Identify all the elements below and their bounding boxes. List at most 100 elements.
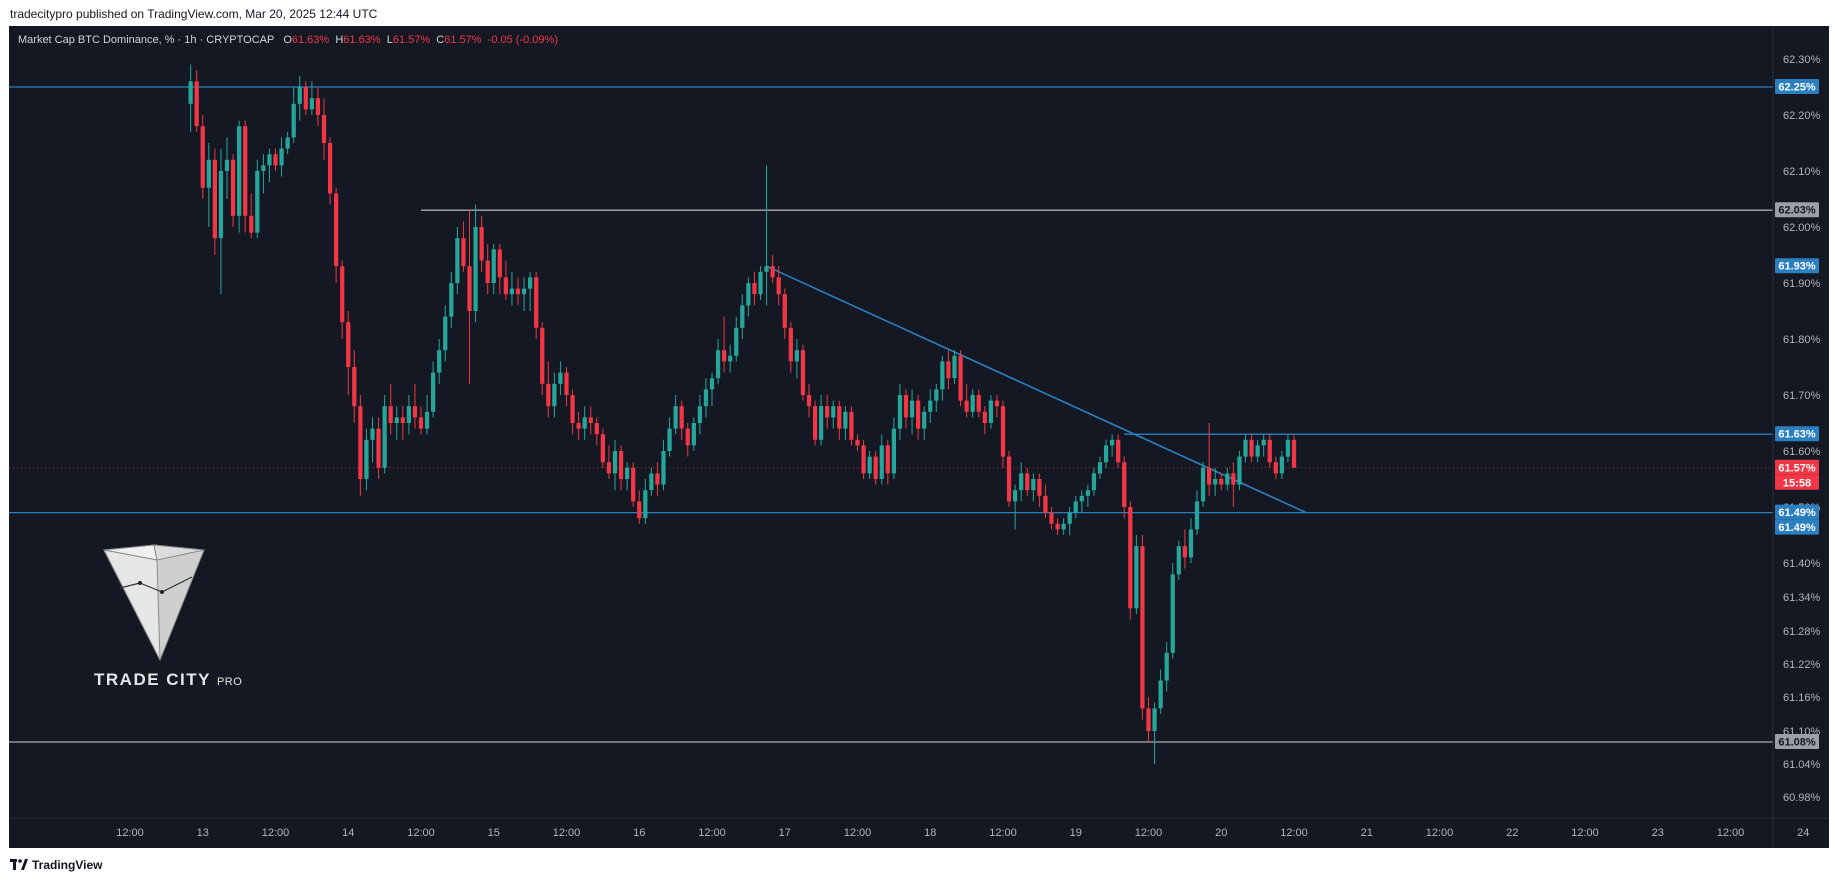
candle-body[interactable] xyxy=(1116,439,1121,463)
candle-body[interactable] xyxy=(703,389,709,407)
candle-body[interactable] xyxy=(1085,490,1090,496)
candle-body[interactable] xyxy=(1134,546,1139,609)
candle-body[interactable] xyxy=(503,277,508,295)
candle-body[interactable] xyxy=(1103,445,1109,463)
candle-body[interactable] xyxy=(321,115,327,143)
candle-body[interactable] xyxy=(491,249,496,283)
candle-body[interactable] xyxy=(1006,456,1012,502)
candle-body[interactable] xyxy=(606,462,612,474)
candle-body[interactable] xyxy=(831,406,836,418)
candle-body[interactable] xyxy=(261,165,266,171)
candle-body[interactable] xyxy=(1055,523,1060,530)
candle-body[interactable] xyxy=(1122,462,1127,507)
candle-body[interactable] xyxy=(1279,456,1284,474)
candle-body[interactable] xyxy=(679,406,684,429)
candle-body[interactable] xyxy=(843,411,848,429)
candle-body[interactable] xyxy=(509,288,515,295)
candle-body[interactable] xyxy=(406,406,411,423)
candle-body[interactable] xyxy=(364,439,369,479)
candle-body[interactable] xyxy=(1079,495,1084,502)
candle-body[interactable] xyxy=(764,266,769,272)
candle-body[interactable] xyxy=(988,400,993,423)
candle-body[interactable] xyxy=(370,428,375,440)
candle-body[interactable] xyxy=(594,423,599,435)
candle-body[interactable] xyxy=(243,126,248,216)
candle-body[interactable] xyxy=(521,288,527,295)
candle-body[interactable] xyxy=(582,417,587,429)
candle-body[interactable] xyxy=(800,350,806,395)
candle-body[interactable] xyxy=(1158,680,1163,709)
candle-body[interactable] xyxy=(230,159,236,216)
candle-body[interactable] xyxy=(188,81,193,104)
candle-body[interactable] xyxy=(534,277,539,328)
candle-body[interactable] xyxy=(1285,439,1291,457)
candle-body[interactable] xyxy=(497,249,502,278)
candle-body[interactable] xyxy=(1273,462,1278,474)
symbol-title[interactable]: Market Cap BTC Dominance, % · 1h · CRYPT… xyxy=(18,34,275,46)
candle-body[interactable] xyxy=(1200,467,1206,502)
candle-body[interactable] xyxy=(564,372,569,395)
candle-body[interactable] xyxy=(1255,445,1260,457)
candle-body[interactable] xyxy=(1097,462,1103,474)
tradingview-brand[interactable]: TradingView xyxy=(10,858,102,872)
candle-body[interactable] xyxy=(994,400,1000,407)
trendline[interactable] xyxy=(766,265,1307,514)
candle-body[interactable] xyxy=(1164,653,1169,681)
candle-body[interactable] xyxy=(376,428,381,468)
candle-body[interactable] xyxy=(861,445,866,474)
candle-body[interactable] xyxy=(964,400,969,412)
candle-body[interactable] xyxy=(1073,501,1078,513)
candle-body[interactable] xyxy=(515,288,521,295)
candle-body[interactable] xyxy=(1037,479,1042,496)
candle-body[interactable] xyxy=(1049,512,1054,524)
candle-body[interactable] xyxy=(637,501,642,519)
candle-body[interactable] xyxy=(709,378,715,390)
candle-body[interactable] xyxy=(819,406,824,440)
candle-body[interactable] xyxy=(473,227,478,311)
candle-body[interactable] xyxy=(1237,456,1242,485)
chart-canvas[interactable]: 62.30% 62.20% 62.10% 62.00% 61.90% 61.80% 61.7… xyxy=(9,26,1829,848)
candle-body[interactable] xyxy=(206,159,211,188)
candle-body[interactable] xyxy=(1043,495,1048,513)
candle-body[interactable] xyxy=(758,271,763,295)
candle-body[interactable] xyxy=(782,294,787,328)
candle-body[interactable] xyxy=(540,327,545,384)
candle-body[interactable] xyxy=(916,400,921,429)
candle-body[interactable] xyxy=(461,238,466,267)
candle-body[interactable] xyxy=(1225,473,1230,485)
candle-body[interactable] xyxy=(194,81,199,127)
candle-body[interactable] xyxy=(352,367,357,407)
candle-body[interactable] xyxy=(485,260,490,283)
candle-body[interactable] xyxy=(879,445,884,479)
candle-body[interactable] xyxy=(909,400,915,418)
candle-body[interactable] xyxy=(673,406,678,429)
candle-body[interactable] xyxy=(255,171,260,233)
candle-body[interactable] xyxy=(1291,439,1297,468)
candle-body[interactable] xyxy=(970,395,975,412)
candle-body[interactable] xyxy=(661,451,666,485)
candle-body[interactable] xyxy=(891,428,896,474)
candle-body[interactable] xyxy=(431,372,436,412)
candle-body[interactable] xyxy=(1019,473,1024,491)
candle-body[interactable] xyxy=(667,428,672,451)
candle-body[interactable] xyxy=(279,148,284,166)
candle-body[interactable] xyxy=(455,238,460,283)
candle-body[interactable] xyxy=(297,87,302,104)
candle-body[interactable] xyxy=(903,395,909,418)
candle-body[interactable] xyxy=(685,428,690,446)
candle-body[interactable] xyxy=(552,383,557,407)
candle-body[interactable] xyxy=(982,411,987,423)
candle-body[interactable] xyxy=(752,283,757,295)
candle-body[interactable] xyxy=(1207,467,1212,485)
candle-body[interactable] xyxy=(1061,523,1066,530)
candle-body[interactable] xyxy=(1067,512,1072,524)
candle-body[interactable] xyxy=(1170,574,1175,653)
candle-body[interactable] xyxy=(358,406,363,479)
candle-body[interactable] xyxy=(334,193,339,267)
candle-body[interactable] xyxy=(655,473,660,485)
candle-body[interactable] xyxy=(1140,546,1145,709)
candle-body[interactable] xyxy=(558,372,563,384)
candle-body[interactable] xyxy=(855,439,860,446)
candle-body[interactable] xyxy=(1188,529,1194,558)
candle-body[interactable] xyxy=(588,417,593,423)
